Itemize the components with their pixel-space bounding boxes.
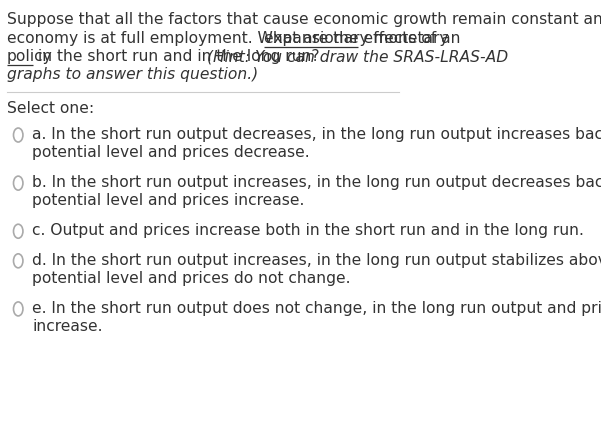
Text: graphs to answer this question.): graphs to answer this question.) <box>7 68 258 82</box>
Text: Select one:: Select one: <box>7 101 94 116</box>
Text: (Hint: You can draw the SRAS-LRAS-AD: (Hint: You can draw the SRAS-LRAS-AD <box>207 49 508 64</box>
Text: potential level and prices do not change.: potential level and prices do not change… <box>32 271 351 286</box>
Text: economy is at full employment. What are the effects of an: economy is at full employment. What are … <box>7 30 465 46</box>
Text: in the short run and in the long run?: in the short run and in the long run? <box>34 49 325 64</box>
Text: a. In the short run output decreases, in the long run output increases back to i: a. In the short run output decreases, in… <box>32 127 601 141</box>
Text: increase.: increase. <box>32 319 103 334</box>
Text: policy: policy <box>7 49 52 64</box>
Text: Suppose that all the factors that cause economic growth remain constant and the: Suppose that all the factors that cause … <box>7 12 601 27</box>
Text: expansionary monetary: expansionary monetary <box>264 30 449 46</box>
Text: d. In the short run output increases, in the long run output stabilizes above it: d. In the short run output increases, in… <box>32 253 601 267</box>
Text: b. In the short run output increases, in the long run output decreases back to i: b. In the short run output increases, in… <box>32 175 601 190</box>
Text: c. Output and prices increase both in the short run and in the long run.: c. Output and prices increase both in th… <box>32 223 584 238</box>
Text: potential level and prices decrease.: potential level and prices decrease. <box>32 145 310 160</box>
Text: e. In the short run output does not change, in the long run output and prices: e. In the short run output does not chan… <box>32 301 601 316</box>
Text: potential level and prices increase.: potential level and prices increase. <box>32 193 305 208</box>
